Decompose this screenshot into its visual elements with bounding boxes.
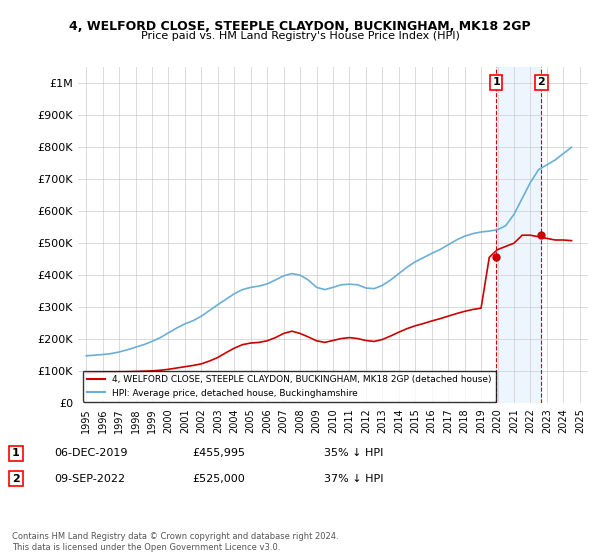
- Text: 06-DEC-2019: 06-DEC-2019: [54, 449, 128, 459]
- Text: 2: 2: [538, 77, 545, 87]
- Text: 4, WELFORD CLOSE, STEEPLE CLAYDON, BUCKINGHAM, MK18 2GP: 4, WELFORD CLOSE, STEEPLE CLAYDON, BUCKI…: [69, 20, 531, 32]
- Text: 1: 1: [12, 449, 20, 459]
- Text: 2: 2: [12, 474, 20, 484]
- Text: Contains HM Land Registry data © Crown copyright and database right 2024.
This d: Contains HM Land Registry data © Crown c…: [12, 532, 338, 552]
- Text: Price paid vs. HM Land Registry's House Price Index (HPI): Price paid vs. HM Land Registry's House …: [140, 31, 460, 41]
- Legend: 4, WELFORD CLOSE, STEEPLE CLAYDON, BUCKINGHAM, MK18 2GP (detached house), HPI: A: 4, WELFORD CLOSE, STEEPLE CLAYDON, BUCKI…: [83, 371, 496, 402]
- Bar: [496, 67, 541, 403]
- Text: 35% ↓ HPI: 35% ↓ HPI: [324, 449, 383, 459]
- Text: £455,995: £455,995: [192, 449, 245, 459]
- Text: £525,000: £525,000: [192, 474, 245, 484]
- Text: 1: 1: [493, 77, 500, 87]
- Text: 37% ↓ HPI: 37% ↓ HPI: [324, 474, 383, 484]
- Text: 09-SEP-2022: 09-SEP-2022: [54, 474, 125, 484]
